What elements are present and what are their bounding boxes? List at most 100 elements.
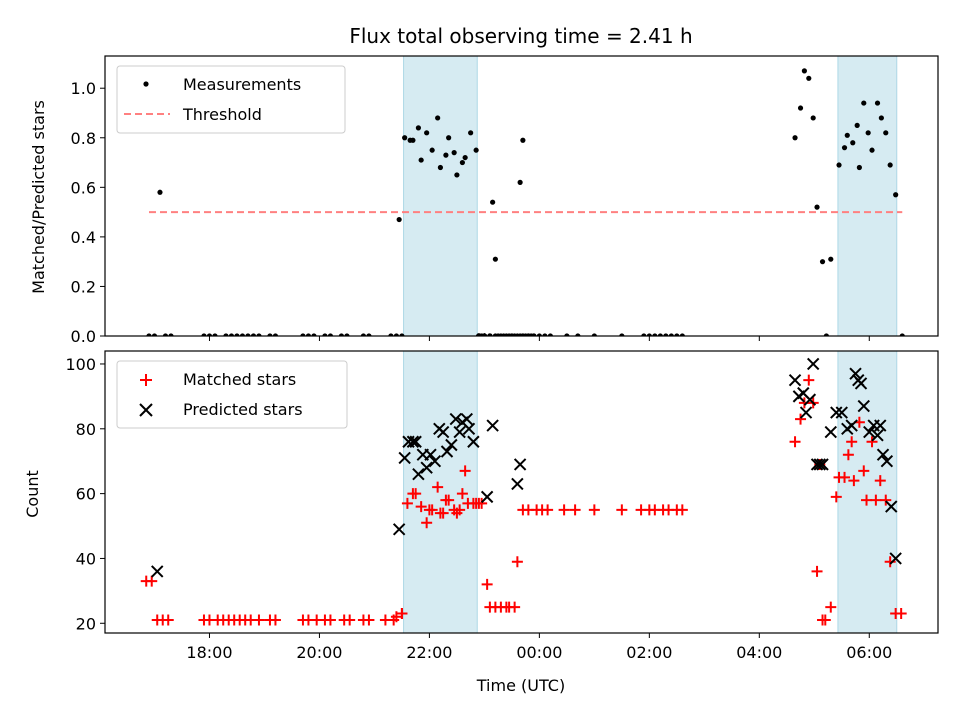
data-point	[443, 494, 455, 506]
x-tick-label: 06:00	[846, 643, 892, 662]
data-point	[850, 140, 856, 146]
data-point	[874, 475, 886, 487]
data-point	[824, 425, 837, 439]
data-point	[823, 333, 829, 336]
data-point	[300, 333, 306, 336]
data-point	[272, 333, 279, 336]
x-axis-label: Time (UTC)	[476, 676, 565, 695]
data-point	[462, 154, 468, 161]
data-point	[883, 130, 889, 136]
data-point	[509, 601, 521, 613]
data-point	[437, 507, 449, 519]
data-point	[811, 565, 823, 577]
data-point	[399, 333, 405, 336]
data-point	[487, 333, 493, 336]
data-point	[363, 614, 375, 626]
data-point	[788, 373, 802, 387]
data-point	[253, 614, 265, 626]
data-point	[835, 406, 848, 419]
bottom-legend: Matched stars Predicted stars	[116, 360, 348, 429]
data-point	[564, 333, 570, 336]
bottom-plot: 20 40 60 80 100 18:00 20:00 22:00 00:00 02:00 04:0…	[65, 350, 939, 662]
data-point	[486, 419, 499, 432]
x-tick-label: 02:00	[626, 643, 672, 662]
data-point	[392, 523, 406, 536]
data-point	[146, 333, 152, 336]
data-point	[437, 164, 443, 171]
data-point	[871, 429, 884, 442]
data-point	[446, 135, 452, 141]
data-point	[801, 68, 807, 74]
data-point	[844, 132, 850, 138]
top-plot: 0.0 0.2 0.4 0.6 0.8 1.0	[71, 55, 939, 346]
data-point	[616, 504, 628, 516]
data-point	[459, 159, 465, 166]
data-point	[239, 333, 246, 336]
axes-frame	[104, 350, 939, 634]
data-point	[652, 333, 658, 336]
data-point	[676, 504, 688, 516]
data-point	[842, 449, 854, 461]
data-point	[830, 406, 843, 419]
observing-window-band	[837, 350, 898, 634]
measurements-legend-marker	[143, 81, 149, 87]
data-point	[657, 333, 663, 336]
data-point	[792, 135, 798, 141]
x-tick-label: 18:00	[186, 643, 232, 662]
data-point	[490, 199, 496, 205]
data-point	[402, 135, 408, 141]
data-point	[795, 413, 807, 425]
data-point	[410, 137, 416, 143]
data-point	[880, 494, 892, 506]
data-point	[813, 458, 826, 471]
data-point	[449, 412, 463, 426]
x-tick-label: 00:00	[516, 643, 562, 662]
data-point	[517, 179, 523, 185]
data-point	[421, 517, 433, 529]
data-point	[426, 504, 438, 516]
data-point	[876, 448, 890, 461]
data-point	[839, 471, 851, 483]
data-point	[267, 333, 273, 336]
data-point	[803, 393, 817, 406]
data-point	[542, 504, 554, 516]
data-point	[825, 601, 837, 613]
data-point	[460, 412, 473, 426]
data-point	[305, 333, 312, 336]
data-point	[679, 333, 685, 336]
data-point	[799, 406, 813, 419]
data-point	[889, 552, 902, 565]
data-point	[250, 333, 257, 336]
data-point	[506, 333, 512, 336]
data-point	[806, 357, 820, 371]
data-point	[201, 333, 207, 336]
data-point	[467, 435, 480, 448]
y-tick-label: 40	[76, 549, 96, 568]
data-point	[424, 448, 437, 461]
y-tick-label: 0.4	[71, 228, 96, 247]
data-point	[547, 333, 553, 336]
observing-window-band	[403, 350, 478, 634]
data-point	[360, 333, 367, 336]
data-point	[388, 333, 394, 336]
data-point	[428, 454, 442, 468]
data-point	[865, 130, 871, 136]
axes-frame	[104, 55, 939, 337]
data-point	[476, 497, 488, 509]
data-point	[558, 504, 570, 516]
data-point	[845, 419, 858, 432]
x-tick-label: 04:00	[736, 643, 782, 662]
data-point	[858, 465, 870, 477]
data-point	[418, 157, 424, 163]
data-point	[206, 333, 213, 336]
data-point	[674, 333, 680, 336]
data-point	[162, 614, 174, 626]
data-point	[476, 333, 482, 336]
data-point	[432, 481, 444, 493]
data-point	[619, 333, 625, 336]
data-point	[819, 259, 826, 265]
x-tick-label: 20:00	[296, 643, 342, 662]
data-point	[528, 333, 534, 336]
data-point	[406, 435, 420, 448]
data-point	[412, 467, 425, 481]
